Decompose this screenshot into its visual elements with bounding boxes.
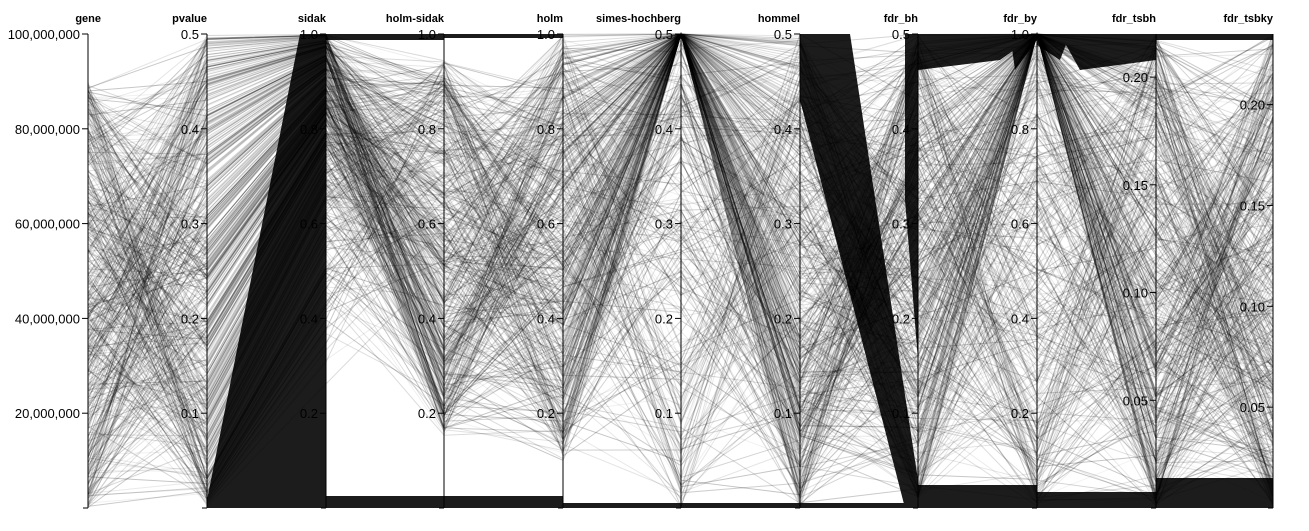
tick-label: 0.2 bbox=[892, 311, 910, 326]
band-fdrbh-fdrby-top bbox=[918, 34, 1037, 70]
tick-label: 0.8 bbox=[300, 122, 318, 137]
tick-label: 0.2 bbox=[537, 406, 555, 421]
tick-label: 0.3 bbox=[892, 217, 910, 232]
axis-sidak: sidak 0.2 0.4 0.6 0.8 1.0 bbox=[298, 13, 327, 509]
tick-label: 0.8 bbox=[1011, 122, 1029, 137]
tick-label: 0.2 bbox=[774, 311, 792, 326]
tick-label: 0.10 bbox=[1123, 286, 1148, 301]
tick-label: 0.5 bbox=[655, 27, 673, 42]
tick-label: 0.6 bbox=[418, 217, 436, 232]
axis-title: fdr_bh bbox=[884, 13, 919, 25]
axis-gene: gene 20,000,000 40,000,000 60,000,000 80,000… bbox=[8, 13, 101, 509]
tick-label: 0.20 bbox=[1123, 70, 1148, 85]
tick-label: 0.4 bbox=[418, 311, 436, 326]
axis-title: hommel bbox=[758, 13, 800, 25]
tick-label: 0.2 bbox=[300, 406, 318, 421]
tick-label: 0.6 bbox=[300, 217, 318, 232]
axis-fdr_tsbh: fdr_tsbh 0.05 0.10 0.15 0.20 bbox=[1112, 13, 1157, 509]
band-fdrtsbky-top bbox=[1156, 34, 1273, 40]
tick-label: 0.4 bbox=[181, 122, 199, 137]
tick-label: 0.05 bbox=[1240, 400, 1265, 415]
axis-pvalue: pvalue 0.1 0.2 0.3 0.4 0.5 bbox=[172, 13, 208, 509]
band-fdrby-left bbox=[1010, 34, 1037, 70]
band-fdrtsbh-top bbox=[1060, 34, 1156, 70]
tick-label: 0.6 bbox=[537, 217, 555, 232]
tick-label: 1.0 bbox=[537, 27, 555, 42]
tick-label: 0.20 bbox=[1240, 98, 1265, 113]
band-fdrbh-left bbox=[905, 34, 918, 360]
axis-title: holm bbox=[537, 13, 563, 25]
tick-label: 60,000,000 bbox=[15, 217, 80, 232]
axis-title: simes-hochberg bbox=[596, 13, 681, 25]
tick-label: 0.4 bbox=[655, 122, 673, 137]
tick-label: 0.1 bbox=[774, 406, 792, 421]
tick-label: 0.3 bbox=[774, 217, 792, 232]
tick-label: 0.4 bbox=[300, 311, 318, 326]
axis-title: fdr_tsbh bbox=[1112, 13, 1156, 25]
tick-label: 1.0 bbox=[300, 27, 318, 42]
tick-label: 1.0 bbox=[418, 27, 436, 42]
band-bottom-strip bbox=[207, 503, 1273, 508]
tick-label: 0.15 bbox=[1123, 178, 1148, 193]
tick-label: 0.1 bbox=[181, 406, 199, 421]
tick-label: 0.8 bbox=[418, 122, 436, 137]
tick-label: 0.4 bbox=[1011, 311, 1029, 326]
tick-label: 40,000,000 bbox=[15, 311, 80, 326]
tick-label: 0.4 bbox=[892, 122, 910, 137]
dense-bands-layer bbox=[207, 34, 1273, 508]
tick-label: 100,000,000 bbox=[8, 27, 80, 42]
band-holm-top bbox=[444, 34, 563, 38]
axis-fdr_by: fdr_by 0.2 0.4 0.6 0.8 1.0 bbox=[1003, 13, 1038, 509]
axis-title: holm-sidak bbox=[386, 13, 445, 25]
tick-label: 0.5 bbox=[774, 27, 792, 42]
axis-title: gene bbox=[75, 13, 101, 25]
tick-label: 0.3 bbox=[181, 217, 199, 232]
tick-label: 0.5 bbox=[892, 27, 910, 42]
axis-holm: holm 0.2 0.4 0.6 0.8 1.0 bbox=[537, 13, 564, 509]
axis-holm-sidak: holm-sidak 0.2 0.4 0.6 0.8 1.0 bbox=[386, 13, 445, 509]
tick-label: 20,000,000 bbox=[15, 406, 80, 421]
band-sidak-holmsidak-top bbox=[326, 34, 444, 40]
axis-fdr_tsbky: fdr_tsbky 0.05 0.10 0.15 0.20 bbox=[1223, 13, 1274, 509]
tick-label: 0.2 bbox=[1011, 406, 1029, 421]
tick-label: 0.4 bbox=[774, 122, 792, 137]
axis-fdr_bh: fdr_bh 0.1 0.2 0.3 0.4 0.5 bbox=[884, 13, 919, 509]
tick-label: 0.10 bbox=[1240, 299, 1265, 314]
axis-title: fdr_tsbky bbox=[1223, 13, 1273, 25]
tick-label: 0.6 bbox=[1011, 217, 1029, 232]
band-fdrby-right bbox=[1037, 34, 1070, 60]
tick-label: 0.2 bbox=[418, 406, 436, 421]
tick-label: 0.05 bbox=[1123, 393, 1148, 408]
tick-label: 1.0 bbox=[1011, 27, 1029, 42]
axis-title: fdr_by bbox=[1003, 13, 1038, 25]
tick-label: 0.2 bbox=[655, 311, 673, 326]
tick-label: 0.1 bbox=[892, 406, 910, 421]
tick-label: 0.3 bbox=[655, 217, 673, 232]
axis-simes-hochberg: simes-hochberg 0.1 0.2 0.3 0.4 0.5 bbox=[596, 13, 682, 509]
band-hommel-fdrbh bbox=[800, 34, 918, 508]
tick-label: 80,000,000 bbox=[15, 122, 80, 137]
tick-label: 0.5 bbox=[181, 27, 199, 42]
axis-title: sidak bbox=[298, 13, 327, 25]
tick-label: 0.8 bbox=[537, 122, 555, 137]
band-pvalue-sidak bbox=[207, 34, 326, 508]
tick-label: 0.15 bbox=[1240, 198, 1265, 213]
tick-label: 0.2 bbox=[181, 311, 199, 326]
tick-label: 0.4 bbox=[537, 311, 555, 326]
band-fdrbh-fdrby-bottom bbox=[918, 485, 1037, 508]
axes-layer: gene 20,000,000 40,000,000 60,000,000 80,000… bbox=[8, 13, 1274, 509]
band-fdrtsbky-bottom bbox=[1156, 478, 1273, 508]
axis-hommel: hommel 0.1 0.2 0.3 0.4 0.5 bbox=[758, 13, 801, 509]
tick-label: 0.1 bbox=[655, 406, 673, 421]
axis-title: pvalue bbox=[172, 13, 207, 25]
